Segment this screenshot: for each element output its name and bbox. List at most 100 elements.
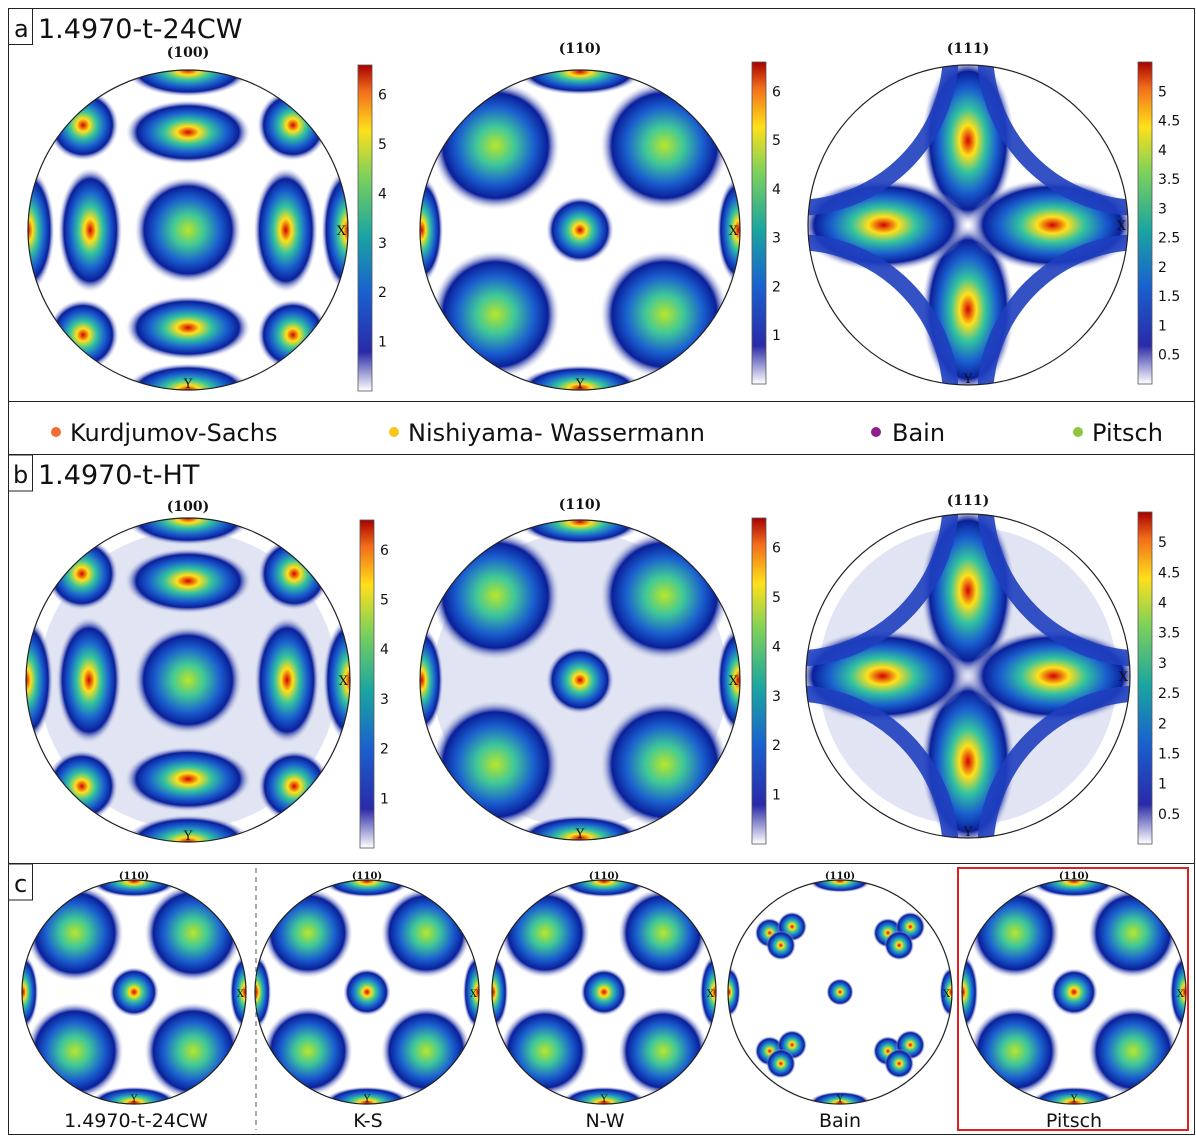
intensity-lobe [808,880,872,893]
intensity-lobe [22,954,39,1030]
intensity-lobe [618,1006,708,1096]
intensity-lobe [580,968,628,1016]
pole-title: (110) [559,41,601,57]
panel-c-label-nw: N-W [585,1110,624,1132]
intensity-lobe [970,888,1060,978]
intensity-lobe [600,250,729,379]
colorbar-tick-label: 1 [1158,777,1167,793]
pole-figure-rim [805,513,1131,839]
axis-label-x: X [1177,989,1185,1000]
panel-c-letter-box [8,863,33,901]
colorbar-a-111: 0.5 1 1.5 2 2.5 3 3.5 4 4.5 5 [1137,61,1180,385]
pole-title: (111) [947,493,989,509]
colorbar-tick-label: 4 [772,182,781,198]
colorbar-tick-label: 2 [772,738,781,754]
intensity-lobe [45,537,118,610]
axis-label-x: X [1119,670,1129,685]
colorbar-b-110: 1 2 3 4 5 6 [751,517,781,845]
colorbar-tick-label: 2 [772,279,781,295]
colorbar-tick-label: 5 [1158,84,1167,100]
intensity-lobe [884,1048,915,1079]
axis-label-x: X [1117,219,1127,234]
colorbar-tick-label: 3 [1158,656,1167,672]
intensity-lobe [253,167,318,293]
intensity-lobe [546,196,614,264]
intensity-lobe [381,1006,471,1096]
pole-figure-c-ks [254,879,480,1105]
intensity-lobe [500,888,590,978]
pole-figure-a-111 [807,64,1129,386]
colorbar-tick-label: 3.5 [1158,626,1180,642]
colorbar-tick-label: 6 [380,543,389,559]
intensity-lobe [560,880,648,898]
colorbar-tick-label: 0.5 [1158,807,1180,823]
pole-figure-rim [25,517,351,843]
intensity-lobe [968,629,1130,723]
intensity-lobe [517,815,643,840]
colorbar-tick-label: 2 [378,285,387,301]
intensity-lobe [90,1086,178,1104]
intensity-lobe [144,884,242,982]
legend-dot-bain [871,427,881,437]
intensity-lobe [323,1086,411,1104]
pole-figure-a-100 [27,69,349,391]
axis-label-y: Y [963,372,973,387]
intensity-lobe [26,884,124,982]
intensity-lobe [1030,880,1118,898]
colorbar-tick-label: 6 [772,84,781,100]
colorbar-tick-label: 2 [1158,260,1167,276]
legend-dot-ks [51,427,61,437]
figure-frame [8,8,1195,1135]
panel-a-letter: a [14,15,29,43]
intensity-lobe [420,176,444,284]
pole-title: (111) [947,41,989,57]
axis-label-x: X [237,989,245,1000]
intensity-lobe [716,626,740,734]
legend: Kurdjumov-Sachs Nishiyama- Wassermann Ba… [51,419,1163,447]
intensity-lobe [600,81,729,210]
intensity-lobe [968,178,1128,272]
colorbar-tick-label: 1.5 [1158,289,1180,305]
legend-label-pitsch: Pitsch [1092,419,1163,447]
intensity-lobe [826,978,854,1006]
panel-c-label-measured: 1.4970-t-24CW [64,1110,208,1132]
axis-label-y: Y [130,1094,138,1105]
colorbar-b-111: 0.5 1 1.5 2 2.5 3 3.5 4 4.5 5 [1137,511,1180,845]
pole-figure-rim [727,879,953,1105]
pole-title: (110) [1059,871,1089,882]
intensity-lobe [26,617,53,743]
intensity-lobe [560,1086,648,1104]
intensity-lobe [90,880,178,898]
intensity-lobe [343,968,391,1016]
pole-figure-b-111 [805,513,1131,839]
pole-figure-rim [961,879,1187,1105]
axis-label-y: Y [183,829,193,844]
colorbar-tick-label: 2.5 [1158,231,1180,247]
axis-label-x: X [943,989,951,1000]
pole-figure-c-measured [21,879,247,1105]
intensity-lobe [258,537,331,610]
pole-figure-c-bain [727,879,953,1105]
colorbar-tick-label: 5 [378,137,387,153]
intensity-lobe [125,363,251,390]
panel-a-letter-box [8,8,33,45]
intensity-lobe [323,617,350,743]
colorbar-tick-label: 1 [772,788,781,804]
intensity-lobe [716,176,740,284]
intensity-lobe [806,629,968,723]
intensity-lobe [321,167,348,293]
intensity-lobe [134,176,242,284]
colorbar-b-100: 1 2 3 4 5 6 [359,519,389,849]
colorbar-tick-label: 2.5 [1158,686,1180,702]
intensity-lobe [1030,1086,1118,1104]
colorbar-tick-label: 4.5 [1158,565,1180,581]
intensity-lobe [765,1048,796,1079]
intensity-lobe [56,617,122,743]
intensity-lobe [47,89,119,161]
colorbar-tick-label: 3 [380,692,389,708]
intensity-lobe [431,81,560,210]
panel-c-label-pitsch: Pitsch [1046,1110,1102,1132]
colorbar-tick-label: 1 [1158,318,1167,334]
intensity-lobe [47,299,119,371]
